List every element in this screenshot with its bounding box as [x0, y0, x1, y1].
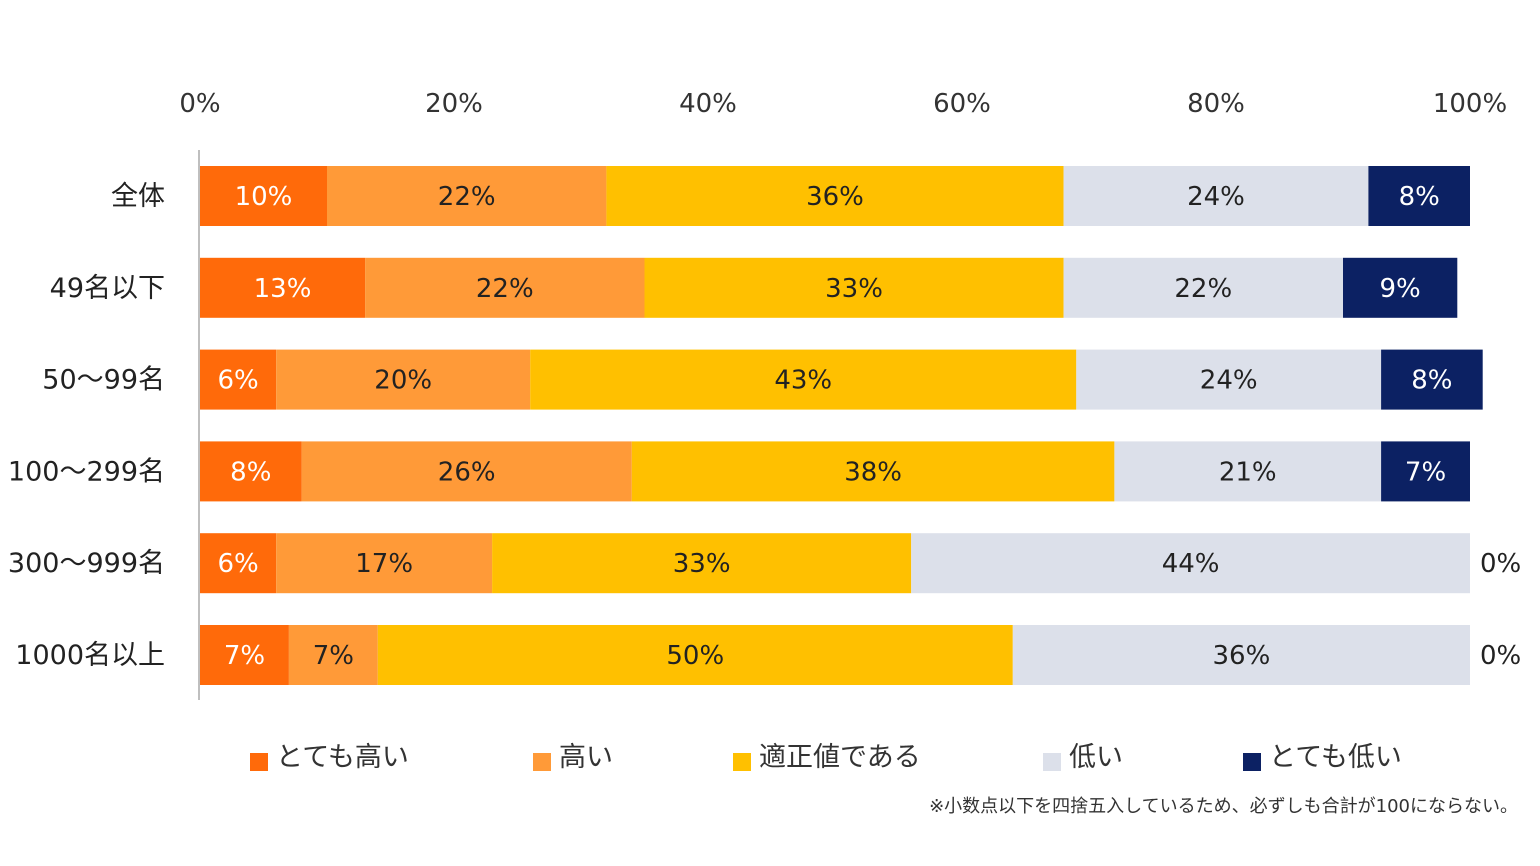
- data-label: 17%: [355, 549, 413, 579]
- data-label: 21%: [1219, 457, 1277, 487]
- footnote: ※小数点以下を四捨五入しているため、必ずしも合計が100にならない。: [929, 796, 1518, 817]
- x-tick-label: 80%: [1187, 89, 1245, 119]
- bar-segment: [492, 533, 912, 594]
- data-label: 44%: [1162, 549, 1220, 579]
- data-label: 7%: [224, 641, 265, 671]
- bar-segment: [200, 166, 327, 226]
- category-label: 49名以下: [50, 273, 165, 304]
- legend-label: とても低い: [1269, 742, 1402, 773]
- bar-segment: [327, 166, 607, 226]
- data-label: 0%: [1480, 641, 1521, 671]
- data-label: 7%: [313, 641, 354, 671]
- data-label: 36%: [1213, 641, 1271, 671]
- data-label: 10%: [235, 182, 293, 212]
- bar-segment: [200, 441, 302, 502]
- category-label: 全体: [111, 181, 165, 212]
- bar-segment: [377, 625, 1013, 685]
- legend-label: 適正値である: [759, 742, 921, 773]
- x-tick-label: 40%: [679, 89, 737, 119]
- legend-label: とても高い: [276, 742, 409, 773]
- data-label: 13%: [254, 274, 312, 304]
- bar-segment: [1063, 166, 1369, 226]
- x-tick-label: 60%: [933, 89, 991, 119]
- data-label: 7%: [1405, 457, 1446, 487]
- data-label: 8%: [230, 457, 271, 487]
- bar-segment: [1114, 441, 1382, 502]
- legend-swatch: [1243, 753, 1261, 771]
- data-label: 24%: [1187, 182, 1245, 212]
- x-tick-label: 20%: [425, 89, 483, 119]
- bar-segment: [200, 533, 277, 594]
- bar-segment: [644, 257, 1064, 318]
- bar-segment: [200, 625, 289, 685]
- bar-segment: [1343, 257, 1458, 318]
- bar-segment: [1381, 349, 1483, 410]
- bar-segment: [1012, 625, 1470, 685]
- data-label: 9%: [1380, 274, 1421, 304]
- bar-segment: [1063, 257, 1343, 318]
- bar-segment: [1368, 166, 1470, 226]
- bar-segment: [276, 349, 531, 410]
- bar-segment: [200, 349, 277, 410]
- data-label: 20%: [374, 366, 432, 396]
- data-label: 38%: [844, 457, 902, 487]
- legend-swatch: [533, 753, 551, 771]
- bar-segment: [606, 166, 1064, 226]
- data-label: 33%: [825, 274, 883, 304]
- data-label: 22%: [476, 274, 534, 304]
- legend-swatch: [733, 753, 751, 771]
- legend-swatch: [250, 753, 268, 771]
- bar-segment: [1381, 441, 1470, 502]
- bar-segment: [200, 257, 366, 318]
- data-label: 8%: [1411, 366, 1452, 396]
- x-tick-label: 0%: [179, 89, 220, 119]
- data-label: 22%: [1174, 274, 1232, 304]
- category-label: 1000名以上: [15, 640, 165, 671]
- data-label: 26%: [438, 457, 496, 487]
- data-label: 24%: [1200, 366, 1258, 396]
- bar-segment: [301, 441, 632, 502]
- data-label: 8%: [1399, 182, 1440, 212]
- data-label: 50%: [666, 641, 724, 671]
- category-label: 100～299名: [8, 456, 165, 487]
- bar-segment: [911, 533, 1470, 594]
- data-label: 36%: [806, 182, 864, 212]
- category-label: 300～999名: [8, 548, 165, 579]
- data-label: 33%: [673, 549, 731, 579]
- x-tick-label: 100%: [1433, 89, 1507, 119]
- data-label: 43%: [774, 366, 832, 396]
- category-label: 50～99名: [42, 365, 165, 396]
- legend-label: 低い: [1069, 742, 1123, 773]
- data-label: 6%: [217, 549, 258, 579]
- bar-segment: [365, 257, 645, 318]
- legend-label: 高い: [559, 742, 613, 773]
- data-label: 22%: [438, 182, 496, 212]
- data-label: 6%: [217, 366, 258, 396]
- bar-segment: [1076, 349, 1382, 410]
- data-label: 0%: [1480, 549, 1521, 579]
- legend-swatch: [1043, 753, 1061, 771]
- bar-segment: [631, 441, 1115, 502]
- bar-segment: [530, 349, 1077, 410]
- bar-segment: [276, 533, 493, 594]
- bar-segment: [288, 625, 378, 685]
